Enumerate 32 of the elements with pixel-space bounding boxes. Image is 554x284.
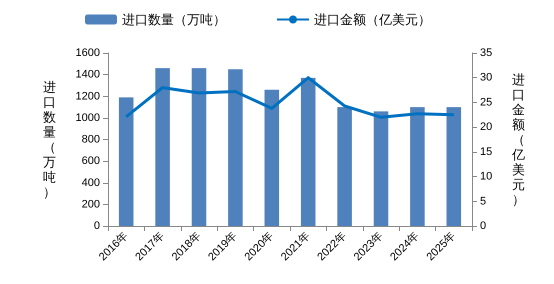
y-tick-label: 0 bbox=[94, 220, 100, 232]
y-tick-label: 1000 bbox=[76, 112, 100, 124]
y-tick-label: 1400 bbox=[76, 68, 100, 81]
y2-tick-label: 20 bbox=[480, 121, 492, 134]
y2-tick-label: 25 bbox=[480, 96, 492, 108]
y-tick-label: 200 bbox=[82, 198, 100, 210]
bar bbox=[410, 107, 425, 226]
bar bbox=[300, 78, 316, 226]
bar bbox=[192, 68, 206, 226]
bar bbox=[118, 97, 134, 226]
y-tick-label: 1200 bbox=[76, 90, 100, 102]
line-series bbox=[124, 76, 456, 119]
bar bbox=[446, 107, 462, 226]
y-tick-label: 600 bbox=[82, 155, 100, 168]
y2-tick-label: 30 bbox=[480, 72, 492, 84]
text: 进口金额（亿美元） bbox=[512, 72, 525, 207]
y2-tick-label: 15 bbox=[480, 146, 492, 158]
bar bbox=[228, 69, 243, 226]
y2-tick-label: 35 bbox=[480, 47, 492, 59]
y-tick-label: 800 bbox=[82, 134, 100, 146]
y-tick-label: 1600 bbox=[76, 47, 100, 59]
bar bbox=[374, 111, 388, 226]
bar bbox=[264, 90, 280, 226]
y-axis-title: 进口数量（万吨） bbox=[43, 80, 56, 200]
y-tick-label: 400 bbox=[82, 176, 100, 189]
bar bbox=[155, 68, 170, 226]
y2-tick-label: 5 bbox=[480, 195, 486, 208]
legend-label: 进口金额（亿美元） bbox=[314, 12, 431, 27]
y2-tick-label: 0 bbox=[480, 220, 486, 232]
legend-label: 进口数量（万吨） bbox=[122, 12, 226, 27]
y2-tick-label: 10 bbox=[480, 170, 492, 183]
bar bbox=[337, 107, 352, 226]
